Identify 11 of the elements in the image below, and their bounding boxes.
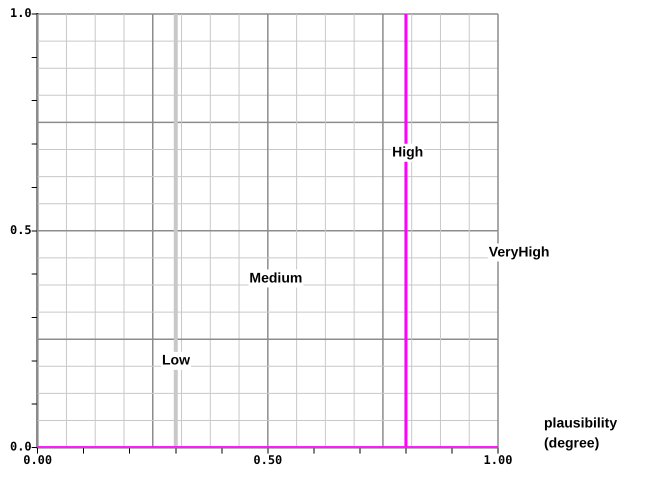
annotation: Medium (249, 269, 302, 286)
annotation: VeryHigh (488, 243, 550, 260)
annotation: Low (162, 352, 190, 368)
x-tick-label: 0.00 (23, 452, 52, 467)
x-tick-label: 1.00 (484, 452, 512, 467)
y-tick-label: 1.0 (10, 6, 32, 20)
x-axis-title: plausibility (degree) (544, 414, 618, 451)
annotation: High (392, 144, 424, 160)
x-tick-label: 0.50 (253, 452, 282, 467)
y-tick-label: 0.0 (10, 440, 32, 454)
y-tick-label: 0.5 (10, 222, 32, 237)
